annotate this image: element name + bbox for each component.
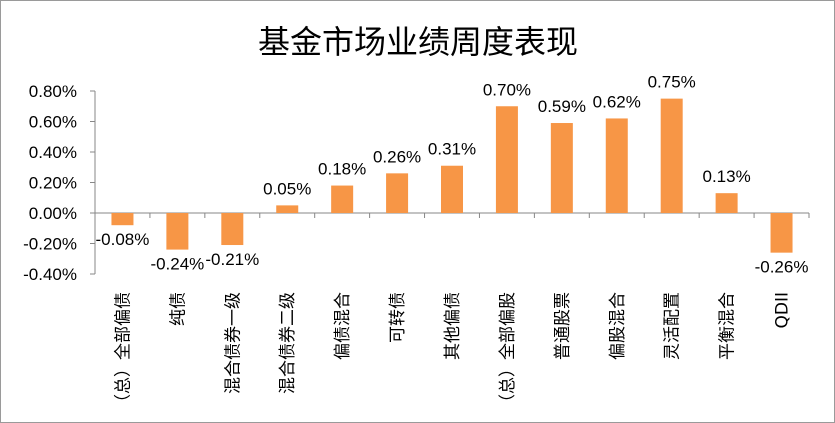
y-axis: 0.80% 0.60% 0.40% 0.20% 0.00% -0.20% -0.40% [23,82,810,284]
data-label: 0.75% [648,73,696,92]
y-tick-label: 0.20% [29,174,77,193]
x-tick-label: 其他偏债 [443,292,463,360]
data-label: 0.70% [483,80,531,99]
x-tick-label: 纯债 [168,292,188,326]
bar [441,165,463,213]
data-label: -0.08% [96,230,150,249]
chart-title: 基金市场业绩周度表现 [258,23,578,61]
bar [495,106,518,213]
bar [111,213,134,226]
x-tick-label: 偏股混合 [608,292,628,360]
y-tick-label: -0.20% [23,235,77,254]
data-labels: -0.08%-0.24% -0.21% 0.05% 0.18% 0.26% 0.31% 0.… [96,73,809,277]
x-tick-label: QDII [773,292,793,329]
x-tick-label: 灵活配置 [663,292,683,360]
y-tick-label: -0.40% [23,265,77,284]
bar [331,185,354,213]
bar [276,205,299,213]
x-tick-label: 混合债券一级 [223,292,243,394]
data-label: -0.21% [205,250,259,269]
data-label: 0.05% [263,179,311,198]
data-label: 0.13% [703,167,751,186]
x-tick-label: 平衡混合 [718,292,738,360]
bar [715,193,738,213]
bars [111,98,793,253]
bar [386,173,409,213]
y-tick-label: 0.60% [29,113,77,132]
data-label: -0.26% [755,258,809,277]
x-axis-tick-labels: （总）全部偏债 纯债 混合债券一级 混合债券二级 偏债混合 可转债 其他偏债 （总）全部偏股 普… [113,292,792,411]
data-label: 0.31% [428,140,476,159]
y-tick-label: 0.80% [29,82,77,101]
data-label: 0.26% [373,147,421,166]
x-tick-label: 混合债券二级 [278,292,298,394]
x-tick-label: （总）全部偏债 [113,292,133,411]
bar [660,98,683,213]
x-tick-label: 普通股票 [553,292,573,360]
data-label: 0.59% [538,97,586,116]
bar [605,118,628,213]
x-tick-label: （总）全部偏股 [498,292,518,411]
y-tick-label: 0.40% [29,143,77,162]
x-tick-label: 偏债混合 [333,292,353,360]
bar [550,123,573,213]
data-label: 0.62% [593,92,641,111]
data-label: -0.24% [150,255,204,274]
y-tick-label: 0.00% [29,204,77,223]
bar [166,213,189,250]
x-tick-label: 可转债 [388,292,408,343]
bar [221,213,244,246]
data-label: 0.18% [318,160,366,179]
bar [770,213,793,253]
